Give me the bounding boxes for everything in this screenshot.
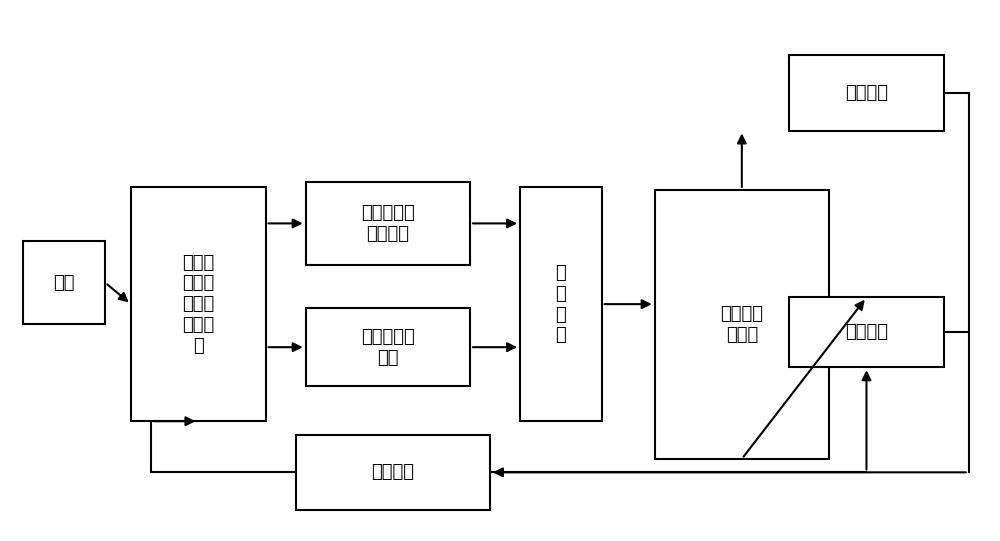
Bar: [306, 182, 470, 265]
Text: 加工平台: 加工平台: [845, 324, 888, 341]
Text: 控制模块: 控制模块: [371, 463, 414, 481]
Text: 翻
转
棱
镜: 翻 转 棱 镜: [555, 264, 566, 344]
Bar: [131, 187, 266, 421]
Bar: [306, 308, 470, 386]
Text: 聚焦与分
光装置: 聚焦与分 光装置: [720, 305, 763, 344]
Text: 光束: 光束: [53, 274, 75, 292]
Bar: [520, 187, 602, 421]
Bar: [23, 241, 105, 324]
Text: 电控衰
减装置
与偏振
分束装
置: 电控衰 减装置 与偏振 分束装 置: [182, 254, 214, 355]
Text: 贝塞尔光束
整形装置: 贝塞尔光束 整形装置: [361, 204, 415, 243]
Text: 监测相机: 监测相机: [845, 84, 888, 102]
Bar: [296, 434, 490, 510]
Text: 高斯光整形
装置: 高斯光整形 装置: [361, 328, 415, 367]
Bar: [789, 55, 944, 130]
Bar: [789, 298, 944, 367]
Bar: [655, 190, 829, 459]
